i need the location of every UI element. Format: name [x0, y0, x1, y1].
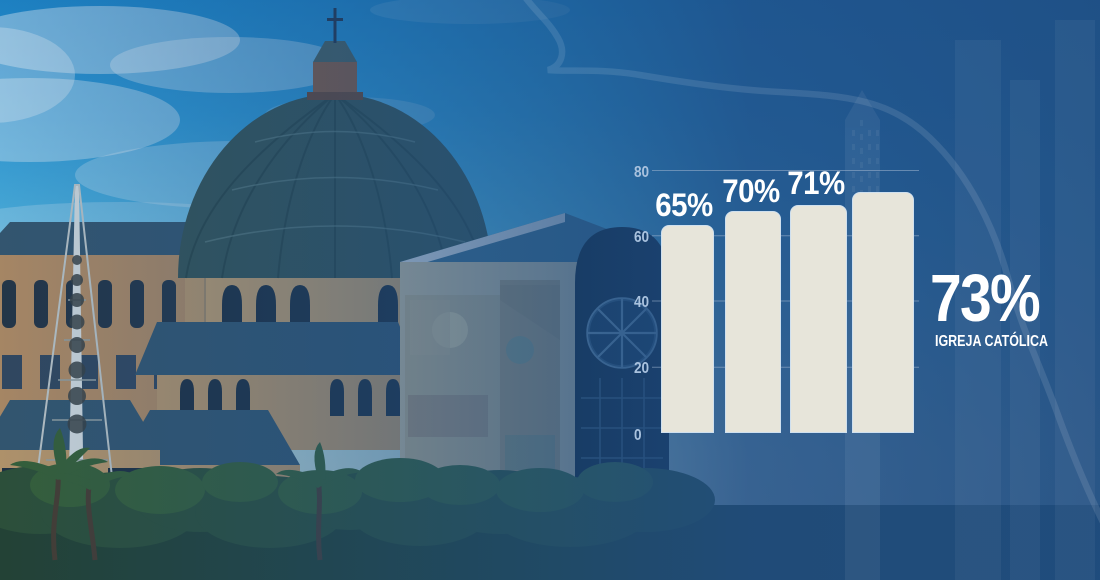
svg-text:60: 60 [634, 229, 649, 246]
svg-text:20: 20 [634, 360, 649, 377]
svg-text:0: 0 [634, 427, 642, 444]
svg-text:80: 80 [634, 164, 649, 181]
svg-text:40: 40 [634, 294, 649, 311]
